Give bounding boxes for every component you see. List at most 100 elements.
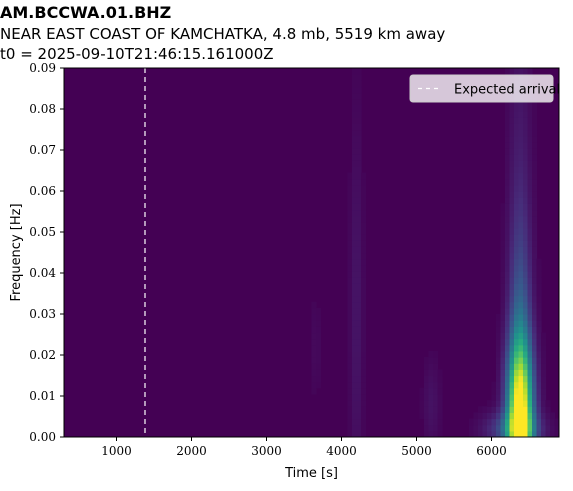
heatmap-cell bbox=[509, 215, 515, 223]
heatmap-cell bbox=[347, 344, 353, 352]
heatmap-cell bbox=[352, 283, 358, 290]
heatmap-cell bbox=[437, 387, 443, 395]
heatmap-cell bbox=[509, 166, 515, 174]
heatmap-cell bbox=[527, 430, 533, 437]
heatmap-cell bbox=[352, 129, 358, 137]
heatmap-cell bbox=[514, 381, 520, 389]
heatmap-cell bbox=[361, 246, 367, 254]
heatmap-cell bbox=[536, 418, 542, 426]
heatmap-cell bbox=[505, 166, 511, 174]
heatmap-cell bbox=[523, 172, 529, 180]
heatmap-cell bbox=[509, 191, 515, 198]
x-tick-label: 2000 bbox=[176, 444, 207, 458]
heatmap-cell bbox=[500, 393, 506, 401]
heatmap-cell bbox=[536, 283, 542, 290]
heatmap-cell bbox=[316, 357, 322, 364]
heatmap-cell bbox=[356, 418, 362, 426]
heatmap-cell bbox=[514, 344, 520, 352]
heatmap-cell bbox=[518, 332, 524, 340]
heatmap-cell bbox=[478, 418, 484, 426]
heatmap-cell bbox=[361, 258, 367, 266]
heatmap-cell bbox=[428, 350, 434, 358]
heatmap-cell bbox=[311, 357, 317, 364]
heatmap-cell bbox=[505, 314, 511, 321]
heatmap-cell bbox=[523, 234, 529, 241]
heatmap-cell bbox=[356, 264, 362, 272]
heatmap-cell bbox=[361, 197, 367, 204]
heatmap-cell bbox=[509, 258, 515, 266]
heatmap-cell bbox=[424, 381, 430, 389]
heatmap-cell bbox=[428, 393, 434, 401]
heatmap-cell bbox=[514, 209, 520, 217]
heatmap-cell bbox=[352, 320, 358, 327]
heatmap-cell bbox=[532, 338, 538, 346]
heatmap-cell bbox=[505, 277, 511, 284]
heatmap-cell bbox=[424, 369, 430, 377]
heatmap-cell bbox=[536, 320, 542, 327]
heatmap-cell bbox=[532, 264, 538, 272]
heatmap-cell bbox=[316, 344, 322, 352]
heatmap-cell bbox=[518, 270, 524, 278]
plot-frame bbox=[63, 67, 560, 438]
heatmap-cell bbox=[505, 203, 511, 211]
heatmap-cell bbox=[527, 147, 533, 155]
heatmap-cell bbox=[500, 350, 506, 358]
heatmap-cell bbox=[433, 400, 439, 407]
heatmap-cell bbox=[505, 123, 511, 131]
heatmap-cell bbox=[532, 289, 538, 297]
heatmap-cell bbox=[433, 412, 439, 420]
heatmap-cell bbox=[514, 123, 520, 131]
heatmap-cell bbox=[500, 258, 506, 266]
heatmap-cell bbox=[316, 307, 322, 315]
heatmap-cell bbox=[527, 418, 533, 426]
heatmap-cell bbox=[536, 369, 542, 377]
heatmap-cell bbox=[496, 363, 502, 370]
heatmap-cell bbox=[505, 227, 511, 235]
heatmap-cell bbox=[316, 381, 322, 389]
heatmap-cell bbox=[482, 430, 488, 437]
heatmap-cell bbox=[536, 258, 542, 266]
heatmap-cell bbox=[505, 375, 511, 383]
heatmap-cell bbox=[473, 430, 479, 437]
heatmap-cell bbox=[550, 418, 556, 426]
heatmap-cell bbox=[523, 123, 529, 131]
heatmap-cell bbox=[518, 393, 524, 401]
heatmap-cell bbox=[523, 104, 529, 112]
heatmap-cell bbox=[518, 129, 524, 137]
legend-box bbox=[409, 74, 554, 103]
heatmap-cell bbox=[500, 264, 506, 272]
heatmap-cell bbox=[518, 191, 524, 198]
heatmap-cell bbox=[500, 234, 506, 241]
heatmap-cell bbox=[518, 160, 524, 167]
heatmap-cell bbox=[352, 154, 358, 161]
heatmap-cell bbox=[311, 320, 317, 327]
heatmap-cell bbox=[352, 80, 358, 88]
heatmap-cell bbox=[491, 400, 497, 407]
heatmap-cell bbox=[523, 277, 529, 284]
heatmap-cell bbox=[500, 357, 506, 364]
heatmap-cell bbox=[514, 406, 520, 413]
heatmap-cell bbox=[496, 424, 502, 432]
heatmap-cell bbox=[500, 412, 506, 420]
heatmap-cell bbox=[532, 135, 538, 143]
heatmap-cell bbox=[532, 234, 538, 241]
heatmap-cell bbox=[527, 111, 533, 118]
heatmap-cell bbox=[347, 369, 353, 377]
heatmap-cell bbox=[437, 369, 443, 377]
heatmap-cell bbox=[356, 221, 362, 229]
heatmap-cell bbox=[505, 381, 511, 389]
heatmap-cell bbox=[518, 406, 524, 413]
heatmap-cell bbox=[523, 141, 529, 149]
heatmap-cell bbox=[347, 227, 353, 235]
heatmap-cell bbox=[347, 326, 353, 334]
heatmap-cell bbox=[361, 412, 367, 420]
heatmap-cell bbox=[505, 209, 511, 217]
heatmap-cell bbox=[505, 129, 511, 137]
heatmap-cell bbox=[482, 424, 488, 432]
heatmap-cell bbox=[352, 141, 358, 149]
heatmap-cell bbox=[496, 393, 502, 401]
heatmap-cell bbox=[527, 209, 533, 217]
heatmap-cell bbox=[356, 147, 362, 155]
heatmap-cell bbox=[509, 123, 515, 131]
heatmap-cell bbox=[505, 178, 511, 186]
